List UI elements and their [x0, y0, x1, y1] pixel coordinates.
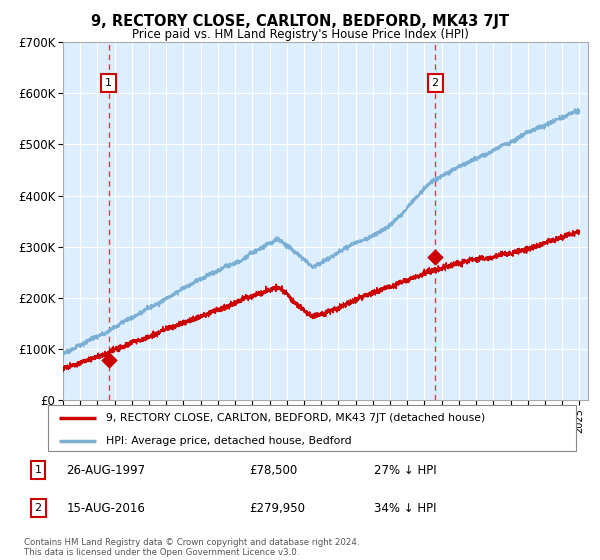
- Text: £279,950: £279,950: [250, 502, 305, 515]
- Point: [104, 356, 113, 365]
- FancyBboxPatch shape: [48, 405, 576, 451]
- Text: Price paid vs. HM Land Registry's House Price Index (HPI): Price paid vs. HM Land Registry's House …: [131, 28, 469, 41]
- Text: 1: 1: [105, 78, 112, 88]
- Text: 9, RECTORY CLOSE, CARLTON, BEDFORD, MK43 7JT: 9, RECTORY CLOSE, CARLTON, BEDFORD, MK43…: [91, 14, 509, 29]
- Text: Contains HM Land Registry data © Crown copyright and database right 2024.
This d: Contains HM Land Registry data © Crown c…: [24, 538, 359, 557]
- Text: 27% ↓ HPI: 27% ↓ HPI: [374, 464, 436, 477]
- Text: £78,500: £78,500: [250, 464, 298, 477]
- Text: 1: 1: [35, 465, 41, 475]
- Text: 2: 2: [35, 503, 41, 513]
- Text: 15-AUG-2016: 15-AUG-2016: [66, 502, 145, 515]
- Text: 2: 2: [431, 78, 439, 88]
- Text: HPI: Average price, detached house, Bedford: HPI: Average price, detached house, Bedf…: [106, 436, 352, 446]
- Text: 26-AUG-1997: 26-AUG-1997: [66, 464, 145, 477]
- Text: 9, RECTORY CLOSE, CARLTON, BEDFORD, MK43 7JT (detached house): 9, RECTORY CLOSE, CARLTON, BEDFORD, MK43…: [106, 413, 485, 423]
- Text: 34% ↓ HPI: 34% ↓ HPI: [374, 502, 436, 515]
- Point: [430, 253, 440, 262]
